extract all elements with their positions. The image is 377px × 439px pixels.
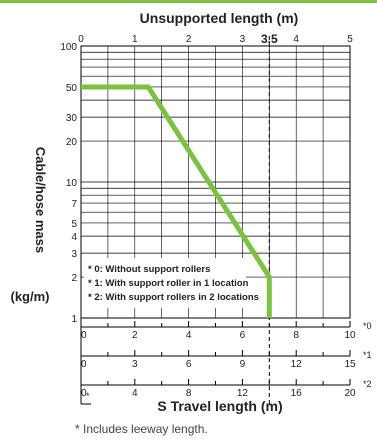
y-axis-title: Cable/hose mass (kg/m) xyxy=(11,147,50,304)
legend-item: * 0: Without support rollers xyxy=(88,264,210,275)
bottom-tick-label: 4 xyxy=(186,330,192,341)
bottom-tick-label: 12 xyxy=(237,388,249,399)
scale-suffix: *1 xyxy=(363,350,372,360)
top-axis-title: Unsupported length (m) xyxy=(140,10,299,26)
top-tick-label: 3 xyxy=(240,34,246,45)
y-tick-label: 1 xyxy=(71,314,77,325)
bottom-tick-label: 6 xyxy=(240,330,246,341)
marker-label: 3.5 xyxy=(261,32,278,46)
bottom-tick-label: 6 xyxy=(186,359,192,370)
footnote-marker: * xyxy=(86,391,90,401)
bottom-tick-label: 12 xyxy=(291,359,303,370)
y-tick-label: 3 xyxy=(71,249,77,260)
bottom-axis-title: S Travel length (m) xyxy=(157,398,282,414)
bottom-tick-label: 0 xyxy=(81,359,87,370)
bottom-axes: 0 2 4 6 8 10 *0 0 3 6 9 12 15 *1 0 4 8 12 16 20 *2 * xyxy=(80,318,372,405)
bottom-tick-label: 10 xyxy=(344,330,356,341)
bottom-tick-label: 8 xyxy=(293,330,299,341)
legend-item: * 1: With support roller in 1 location xyxy=(88,278,249,289)
legend-item: * 2: With support rollers in 2 locations xyxy=(88,292,259,303)
y-tick-label: 100 xyxy=(60,42,77,53)
top-tick-label: 0 xyxy=(78,34,84,45)
y-tick-label: 10 xyxy=(66,178,78,189)
y-tick-label: 30 xyxy=(66,113,78,124)
y-axis-title-line1: Cable/hose mass xyxy=(33,147,48,253)
y-axis-title-line2: (kg/m) xyxy=(11,289,50,304)
bottom-tick-label: 2 xyxy=(132,330,138,341)
chart-marks xyxy=(81,84,272,318)
bottom-tick-label: 4 xyxy=(132,388,138,399)
y-tick-label: 2 xyxy=(71,273,77,284)
footnote: * Includes leeway length. xyxy=(75,422,208,436)
y-tick-label: 7 xyxy=(71,199,77,210)
legend-box xyxy=(84,258,246,308)
bottom-tick-label: 0 xyxy=(81,330,87,341)
bottom-tick-label: 0 xyxy=(81,388,87,399)
y-tick-label: 20 xyxy=(66,137,78,148)
top-tick-label: 5 xyxy=(347,34,353,45)
top-tick-label: 2 xyxy=(186,34,192,45)
top-tick-label: 4 xyxy=(293,34,299,45)
y-tick-label: 5 xyxy=(71,219,77,230)
bottom-tick-label: 16 xyxy=(291,388,303,399)
bottom-tick-label: 20 xyxy=(344,388,356,399)
scale-suffix: *0 xyxy=(363,321,372,331)
y-tick-label: 50 xyxy=(66,83,78,94)
y-tick-label: 4 xyxy=(71,232,77,243)
series-line xyxy=(81,84,272,318)
bottom-tick-label: 3 xyxy=(132,359,138,370)
bottom-tick-label: 9 xyxy=(240,359,246,370)
accent-bar xyxy=(0,0,377,3)
top-tick-label: 1 xyxy=(132,34,138,45)
bottom-tick-label: 15 xyxy=(344,359,356,370)
legend: * 0: Without support rollers * 1: With su… xyxy=(84,258,259,308)
scale-suffix: *2 xyxy=(363,379,372,389)
bottom-tick-label: 8 xyxy=(186,388,192,399)
